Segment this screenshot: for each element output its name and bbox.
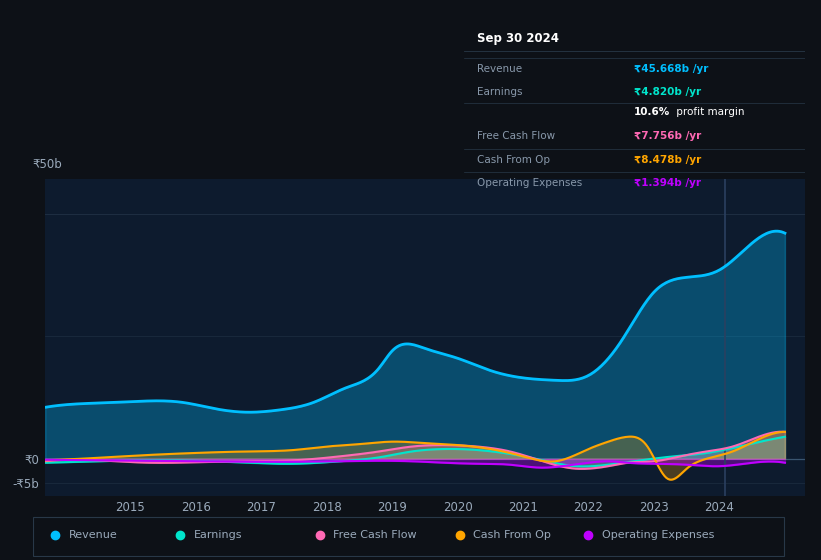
Text: ₹4.820b /yr: ₹4.820b /yr bbox=[635, 87, 701, 97]
Text: ₹7.756b /yr: ₹7.756b /yr bbox=[635, 131, 701, 141]
Text: ₹1.394b /yr: ₹1.394b /yr bbox=[635, 179, 701, 188]
Text: Revenue: Revenue bbox=[478, 64, 523, 74]
Text: Earnings: Earnings bbox=[478, 87, 523, 97]
Text: profit margin: profit margin bbox=[673, 108, 745, 118]
Text: Operating Expenses: Operating Expenses bbox=[602, 530, 714, 540]
Text: ₹45.668b /yr: ₹45.668b /yr bbox=[635, 64, 709, 74]
Text: Operating Expenses: Operating Expenses bbox=[478, 179, 583, 188]
Text: ₹50b: ₹50b bbox=[33, 158, 62, 171]
Text: Earnings: Earnings bbox=[194, 530, 242, 540]
Text: Revenue: Revenue bbox=[69, 530, 118, 540]
Text: Sep 30 2024: Sep 30 2024 bbox=[478, 32, 559, 45]
Text: Free Cash Flow: Free Cash Flow bbox=[478, 131, 556, 141]
Text: ₹8.478b /yr: ₹8.478b /yr bbox=[635, 155, 701, 165]
Text: Cash From Op: Cash From Op bbox=[478, 155, 551, 165]
Text: Free Cash Flow: Free Cash Flow bbox=[333, 530, 417, 540]
Text: Cash From Op: Cash From Op bbox=[473, 530, 551, 540]
Text: 10.6%: 10.6% bbox=[635, 108, 671, 118]
